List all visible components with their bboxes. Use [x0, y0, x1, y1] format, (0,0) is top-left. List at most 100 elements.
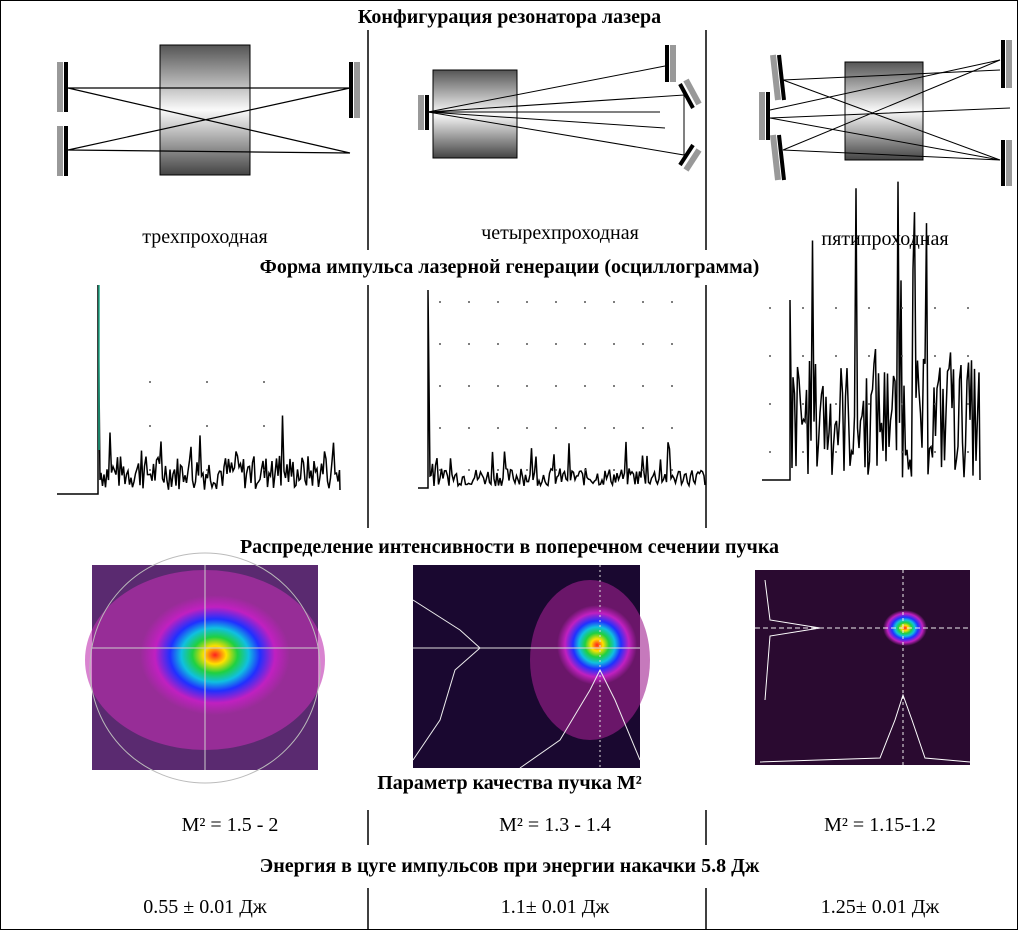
- beam-profile-1: [85, 552, 325, 784]
- trace: [149, 469, 151, 471]
- trace: [642, 469, 644, 471]
- trace: [934, 307, 936, 309]
- trace: [868, 451, 870, 453]
- trace: [555, 469, 557, 471]
- trace: [835, 451, 837, 453]
- trace: [613, 427, 615, 429]
- m2-value: M² = 1.15-1.2: [824, 814, 936, 836]
- resonator-5pass: [759, 40, 1012, 186]
- trace: [439, 427, 441, 429]
- energy-value: 1.1± 0.01 Дж: [500, 896, 610, 918]
- trace: [802, 307, 804, 309]
- trace: [555, 301, 557, 303]
- trace: [468, 385, 470, 387]
- trace: [584, 301, 586, 303]
- m2-value: M² = 1.5 - 2: [181, 814, 279, 836]
- trace: [526, 469, 528, 471]
- trace: [468, 427, 470, 429]
- trace: [642, 343, 644, 345]
- trace: [967, 451, 969, 453]
- trace: [584, 343, 586, 345]
- trace: [206, 381, 208, 383]
- trace: [263, 425, 265, 427]
- caption: пятипроходная: [821, 228, 949, 250]
- trace: [967, 403, 969, 405]
- m2-value: M² = 1.3 - 1.4: [499, 814, 611, 836]
- trace: [613, 301, 615, 303]
- energy-value: 1.25± 0.01 Дж: [820, 896, 940, 918]
- trace: [439, 385, 441, 387]
- trace: [671, 427, 673, 429]
- trace: [497, 385, 499, 387]
- trace: [584, 385, 586, 387]
- trace: [769, 355, 771, 357]
- trace: [206, 425, 208, 427]
- resonator-3pass: [57, 44, 360, 176]
- trace: [901, 403, 903, 405]
- resonator-4pass: [418, 45, 702, 172]
- trace: [439, 343, 441, 345]
- trace: [263, 381, 265, 383]
- trace: [468, 301, 470, 303]
- dividers: [367, 30, 707, 930]
- section-title: Форма импульса лазерной генерации (осцил…: [259, 256, 760, 278]
- trace: [762, 181, 981, 481]
- trace: [868, 403, 870, 405]
- trace: [497, 469, 499, 471]
- trace: [149, 381, 151, 383]
- trace: [835, 403, 837, 405]
- energy-value: 0.55 ± 0.01 Дж: [143, 896, 267, 918]
- trace: [835, 307, 837, 309]
- trace: [613, 343, 615, 345]
- trace: [769, 451, 771, 453]
- beam-profile-3: [755, 570, 971, 765]
- section-title: Распределение интенсивности в поперечном…: [239, 536, 780, 558]
- trace: [769, 403, 771, 405]
- trace: [868, 355, 870, 357]
- trace: [802, 355, 804, 357]
- trace: [642, 427, 644, 429]
- trace: [642, 385, 644, 387]
- trace: [584, 469, 586, 471]
- trace: [497, 301, 499, 303]
- trace: [613, 469, 615, 471]
- section-title: Параметр качества пучка M²: [377, 772, 642, 794]
- trace: [497, 343, 499, 345]
- trace: [584, 427, 586, 429]
- trace: [934, 355, 936, 357]
- trace: [468, 343, 470, 345]
- trace: [802, 403, 804, 405]
- trace: [149, 425, 151, 427]
- trace: [671, 301, 673, 303]
- trace: [468, 469, 470, 471]
- trace: [967, 307, 969, 309]
- trace: [555, 385, 557, 387]
- beam-profile-2: [412, 565, 650, 769]
- trace: [802, 451, 804, 453]
- trace: [497, 427, 499, 429]
- trace: [439, 301, 441, 303]
- oscillograms: [57, 181, 981, 495]
- trace: [526, 427, 528, 429]
- trace: [835, 355, 837, 357]
- section-title: Конфигурация резонатора лазера: [357, 6, 662, 28]
- caption: трехпроходная: [142, 226, 268, 248]
- trace: [671, 385, 673, 387]
- trace: [613, 385, 615, 387]
- trace: [418, 289, 706, 489]
- trace: [934, 451, 936, 453]
- trace: [439, 469, 441, 471]
- trace: [901, 355, 903, 357]
- trace: [206, 469, 208, 471]
- trace: [263, 469, 265, 471]
- trace: [901, 307, 903, 309]
- trace: [671, 343, 673, 345]
- trace: [526, 385, 528, 387]
- trace: [967, 355, 969, 357]
- trace: [868, 307, 870, 309]
- trace: [57, 284, 341, 495]
- trace: [671, 469, 673, 471]
